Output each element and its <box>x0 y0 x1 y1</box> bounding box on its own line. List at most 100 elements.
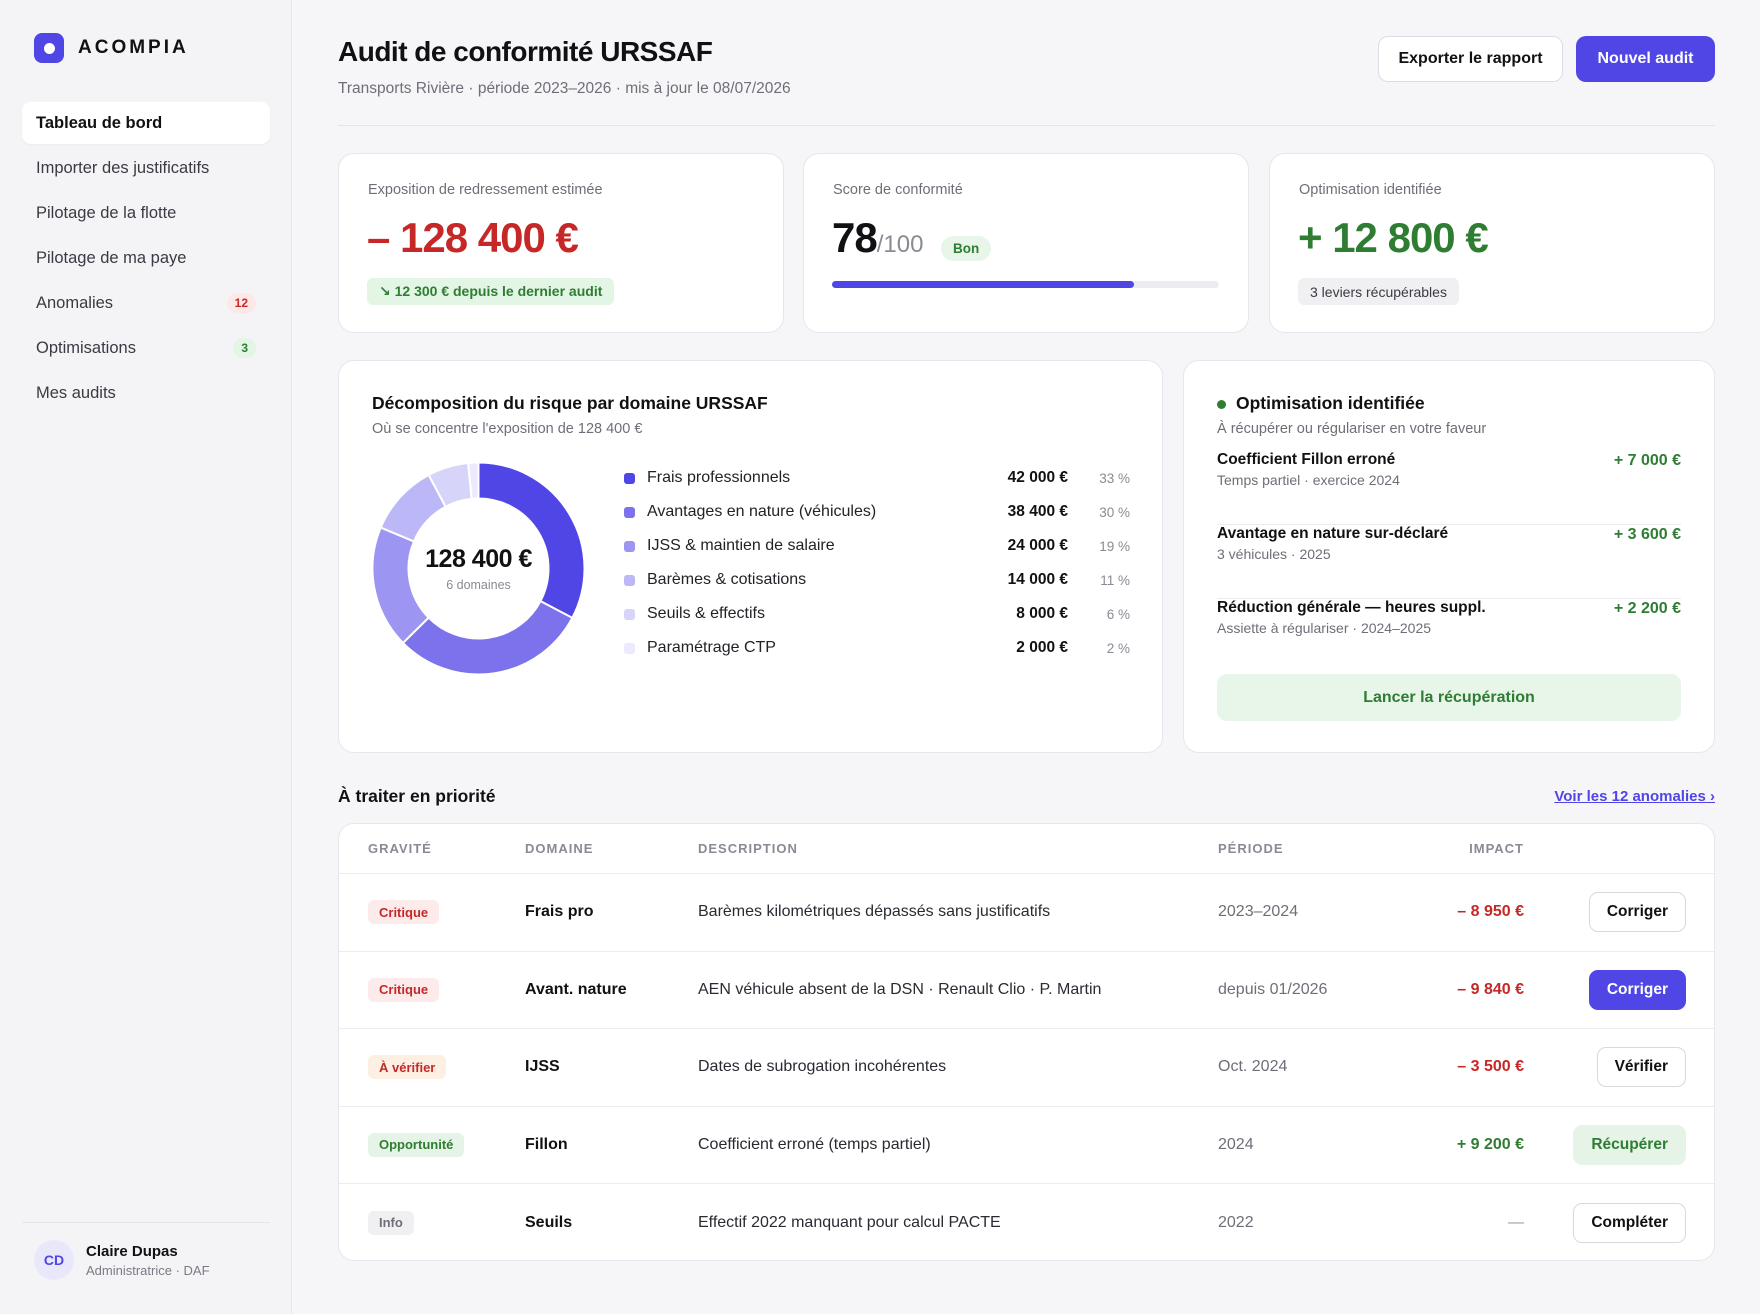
sidebar-item-flotte[interactable]: Pilotage de la flotte <box>22 192 270 234</box>
legend-color-swatch <box>624 574 635 586</box>
severity-badge: Info <box>368 1210 414 1235</box>
score-status-badge: Bon <box>941 236 992 261</box>
optimisation-name: Réduction générale — heures suppl. <box>1217 599 1486 616</box>
row-impact: – 9 840 € <box>1457 980 1524 998</box>
kpi-card-score: Score de conformité 78/100 Bon <box>803 153 1249 333</box>
column-header-impact: IMPACT <box>1469 841 1524 856</box>
score-progress-fill <box>832 281 1134 288</box>
column-header-gravite: GRAVITÉ <box>368 841 432 856</box>
avatar: CD <box>34 1240 74 1280</box>
corriger-button[interactable]: Corriger <box>1588 969 1686 1010</box>
row-impact: + 9 200 € <box>1456 1135 1524 1153</box>
legend-label: IJSS & maintien de salaire <box>647 537 835 554</box>
row-impact: — <box>1508 1213 1524 1231</box>
optimisation-amount: + 2 200 € <box>1613 600 1681 617</box>
sidebar-nav: Tableau de bord Importer des justificati… <box>22 102 270 417</box>
optimisations-count-badge: 3 <box>233 338 256 358</box>
kpi-card-exposure: Exposition de redressement estimée – 128… <box>338 153 784 333</box>
legend-value: 14 000 € <box>1007 571 1068 588</box>
kpi-card-optimisation: Optimisation identifiée + 12 800 € 3 lev… <box>1269 153 1715 333</box>
optimisation-desc: Assiette à régulariser · 2024–2025 <box>1217 620 1432 636</box>
optimisations-list: Coefficient Fillon erroné Temps partiel … <box>1217 451 1681 673</box>
sidebar-item-importer[interactable]: Importer des justificatifs <box>22 147 270 189</box>
legend-label: Seuils & effectifs <box>647 605 765 622</box>
row-domain: Fillon <box>525 1135 568 1153</box>
row-description: AEN véhicule absent de la DSN · Renault … <box>698 980 1102 998</box>
recuperer-button[interactable]: Récupérer <box>1573 1124 1686 1165</box>
optimisations-subtitle: À récupérer ou régulariser en votre fave… <box>1217 421 1487 437</box>
donut-caption: 6 domaines <box>446 578 511 592</box>
sidebar-item-mes-audits[interactable]: Mes audits <box>22 372 270 414</box>
score-value: 78 <box>832 214 878 261</box>
legend-percent: 19 % <box>1099 538 1130 554</box>
new-audit-button[interactable]: Nouvel audit <box>1576 36 1715 82</box>
severity-badge: Critique <box>368 977 440 1002</box>
view-anomalies-link[interactable]: Voir les 12 anomalies › <box>1554 788 1715 805</box>
brand-logo[interactable]: ACOMPIA <box>34 33 189 63</box>
legend-item: Barèmes & cotisations 14 000 € 11 % <box>624 563 1130 597</box>
table-header: GRAVITÉ DOMAINE DESCRIPTION PÉRIODE IMPA… <box>339 824 1714 874</box>
completer-button[interactable]: Compléter <box>1573 1202 1686 1243</box>
donut-slice <box>401 599 574 676</box>
sidebar: ACOMPIA Tableau de bord Importer des jus… <box>0 0 292 1314</box>
kpi-value-score: 78/100 <box>832 214 923 262</box>
table-row: Critique Avant. nature AEN véhicule abse… <box>339 952 1714 1029</box>
legend-item: Paramétrage CTP 2 000 € 2 % <box>624 631 1130 665</box>
row-period: 2023–2024 <box>1218 903 1299 921</box>
legend-item: Seuils & effectifs 8 000 € 6 % <box>624 597 1130 631</box>
sidebar-item-label: Pilotage de la flotte <box>36 203 177 222</box>
optimisation-name: Avantage en nature sur-déclaré <box>1217 525 1449 542</box>
severity-badge: À vérifier <box>368 1055 447 1080</box>
legend-value: 24 000 € <box>1007 537 1068 554</box>
sidebar-item-label: Mes audits <box>36 383 116 402</box>
legend-label: Frais professionnels <box>647 469 791 486</box>
priority-title: À traiter en priorité <box>338 786 496 806</box>
table-row: Info Seuils Effectif 2022 manquant pour … <box>339 1184 1714 1260</box>
kpi-trend-chip: ↘ 12 300 € depuis le dernier audit <box>367 278 615 305</box>
legend-color-swatch <box>624 608 635 620</box>
optimisation-amount: + 3 600 € <box>1613 526 1681 543</box>
optimisation-item[interactable]: Coefficient Fillon erroné Temps partiel … <box>1217 451 1681 525</box>
legend-label: Avantages en nature (véhicules) <box>647 503 877 520</box>
row-description: Barèmes kilométriques dépassés sans just… <box>698 903 1051 921</box>
risk-donut-chart: 128 400 € 6 domaines <box>371 461 586 676</box>
verifier-button[interactable]: Vérifier <box>1596 1047 1686 1088</box>
severity-badge: Opportunité <box>368 1132 465 1157</box>
sidebar-item-label: Importer des justificatifs <box>36 158 210 177</box>
optimisation-item[interactable]: Réduction générale — heures suppl. Assie… <box>1217 599 1681 673</box>
corriger-button[interactable]: Corriger <box>1588 892 1686 933</box>
launch-recovery-button[interactable]: Lancer la récupération <box>1217 674 1681 721</box>
export-report-button[interactable]: Exporter le rapport <box>1378 36 1563 82</box>
optimisations-card: Optimisation identifiée À récupérer ou r… <box>1183 360 1715 753</box>
donut-slice <box>477 461 586 620</box>
user-role: Administratrice · DAF <box>86 1262 210 1278</box>
sidebar-item-tableau-de-bord[interactable]: Tableau de bord <box>22 102 270 144</box>
sidebar-item-paye[interactable]: Pilotage de ma paye <box>22 237 270 279</box>
score-progress-bar <box>832 281 1219 288</box>
optimisation-item[interactable]: Avantage en nature sur-déclaré 3 véhicul… <box>1217 525 1681 599</box>
optimisations-title: Optimisation identifiée <box>1236 393 1425 413</box>
page-title: Audit de conformité URSSAF <box>338 36 713 67</box>
row-domain: Seuils <box>525 1213 573 1231</box>
legend-color-swatch <box>624 642 635 654</box>
sidebar-item-optimisations[interactable]: Optimisations 3 <box>22 327 270 369</box>
anomalies-count-badge: 12 <box>226 293 256 313</box>
legend-item: Avantages en nature (véhicules) 38 400 € 3… <box>624 495 1130 529</box>
row-impact: – 8 950 € <box>1457 903 1524 921</box>
user-profile[interactable]: CD Claire Dupas Administratrice · DAF <box>34 1240 210 1280</box>
risk-legend: Frais professionnels 42 000 € 33 % Avantage… <box>624 461 1130 665</box>
row-domain: Frais pro <box>525 903 594 921</box>
sidebar-item-anomalies[interactable]: Anomalies 12 <box>22 282 270 324</box>
kpi-value-optimisation: + 12 800 € <box>1298 214 1489 261</box>
kpi-label: Exposition de redressement estimée <box>368 182 603 198</box>
row-period: Oct. 2024 <box>1218 1058 1288 1076</box>
row-period: 2024 <box>1218 1135 1254 1153</box>
legend-color-swatch <box>624 540 635 552</box>
legend-item: Frais professionnels 42 000 € 33 % <box>624 461 1130 495</box>
risk-title: Décomposition du risque par domaine URSS… <box>372 393 768 413</box>
column-header-domaine: DOMAINE <box>525 841 594 856</box>
priority-table: GRAVITÉ DOMAINE DESCRIPTION PÉRIODE IMPA… <box>338 823 1715 1261</box>
legend-value: 8 000 € <box>1016 605 1068 622</box>
table-row: À vérifier IJSS Dates de subrogation inc… <box>339 1029 1714 1107</box>
legend-color-swatch <box>624 472 635 484</box>
